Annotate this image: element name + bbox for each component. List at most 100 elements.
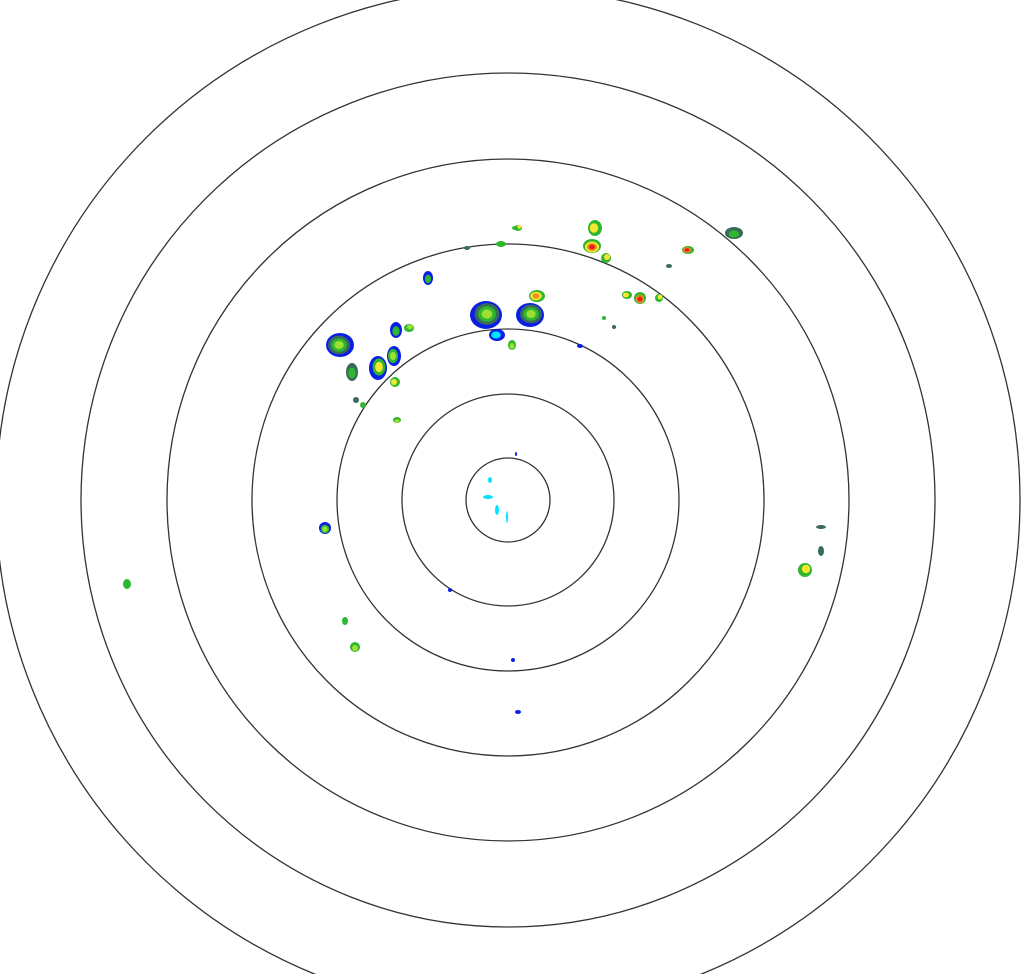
echo-cell xyxy=(319,522,331,534)
range-ring-4 xyxy=(251,243,765,757)
echo-weak xyxy=(612,325,616,329)
echo-high xyxy=(657,294,663,300)
echo-cell xyxy=(423,271,433,285)
range-ring-1 xyxy=(465,457,551,543)
echo-cell xyxy=(816,525,826,529)
echo-cell xyxy=(511,658,515,662)
echo-cell xyxy=(601,253,611,263)
echo-cell xyxy=(634,292,646,304)
echo-weak xyxy=(464,246,470,250)
echo-cell xyxy=(512,226,518,230)
echo-moderate xyxy=(512,226,518,230)
echo-cell xyxy=(508,340,516,350)
range-ring-6 xyxy=(80,72,936,928)
echo-moderate-high xyxy=(509,343,515,349)
echo-cell xyxy=(515,710,521,714)
echo-cell xyxy=(655,294,663,302)
echo-high xyxy=(604,254,610,260)
echo-cell xyxy=(369,356,387,380)
echo-cell xyxy=(515,452,517,456)
echo-moderate-high xyxy=(394,419,400,423)
echo-moderate xyxy=(342,617,348,625)
echo-cell xyxy=(725,227,743,239)
echo-weak xyxy=(353,397,359,403)
echo-cell xyxy=(326,333,354,357)
echo-moderate xyxy=(392,326,400,336)
echo-very-light xyxy=(483,495,493,499)
echo-cell xyxy=(529,290,545,302)
echo-very-light xyxy=(495,505,499,515)
echo-light xyxy=(577,344,583,348)
echo-intense xyxy=(684,248,690,252)
echo-high xyxy=(391,379,397,385)
echo-cell xyxy=(353,397,359,403)
echo-cell xyxy=(393,417,401,423)
echo-very-light xyxy=(491,331,501,339)
echo-cell xyxy=(342,617,348,625)
echo-moderate-high xyxy=(352,645,358,651)
range-ring-5 xyxy=(166,158,850,842)
echo-cell xyxy=(448,588,452,592)
echo-very-light xyxy=(488,477,492,483)
echo-moderate-high xyxy=(481,309,493,319)
echo-cell xyxy=(123,579,131,589)
echo-weak xyxy=(816,525,826,529)
echo-moderate-high xyxy=(526,310,536,318)
echo-cell xyxy=(612,325,616,329)
echo-cell xyxy=(488,477,492,483)
echo-moderate xyxy=(348,367,356,379)
echo-intense xyxy=(637,296,643,302)
precipitation-echoes xyxy=(123,220,826,714)
echo-cell xyxy=(350,642,360,652)
range-ring-2 xyxy=(401,393,615,607)
echo-cell xyxy=(516,303,544,327)
echo-cell xyxy=(495,505,499,515)
echo-moderate-high xyxy=(334,341,344,349)
echo-cell xyxy=(666,264,672,268)
echo-cell xyxy=(577,344,583,348)
echo-light xyxy=(511,658,515,662)
echo-moderate-high xyxy=(407,324,413,330)
echo-moderate-high xyxy=(322,526,328,532)
echo-moderate xyxy=(602,316,606,320)
echo-light xyxy=(448,588,452,592)
echo-high xyxy=(801,564,811,574)
echo-light xyxy=(515,452,517,456)
echo-weak xyxy=(818,546,824,556)
echo-cell xyxy=(404,324,414,332)
echo-high xyxy=(623,292,629,298)
echo-cell xyxy=(496,241,506,247)
echo-cell xyxy=(506,511,508,523)
echo-moderate xyxy=(425,274,431,284)
echo-cell xyxy=(390,322,402,338)
echo-moderate xyxy=(360,402,366,408)
echo-cell xyxy=(602,316,606,320)
echo-cell xyxy=(622,291,632,299)
echo-moderate xyxy=(496,241,506,247)
echo-light xyxy=(515,710,521,714)
range-ring-3 xyxy=(336,328,680,672)
echo-cell xyxy=(489,329,505,341)
echo-cell xyxy=(464,246,470,250)
echo-moderate xyxy=(728,230,740,238)
echo-moderate xyxy=(123,579,131,589)
echo-moderate-high xyxy=(390,351,396,361)
echo-cell xyxy=(682,246,694,254)
echo-cell xyxy=(583,239,601,253)
echo-high xyxy=(375,361,383,373)
echo-very-high xyxy=(532,293,540,299)
echo-cell xyxy=(387,346,401,366)
echo-cell xyxy=(346,363,358,381)
echo-cell xyxy=(390,377,400,387)
echo-cell xyxy=(588,220,602,236)
echo-cell xyxy=(470,301,502,329)
echo-very-light xyxy=(506,511,508,523)
echo-intense xyxy=(589,244,595,250)
echo-cell xyxy=(360,402,366,408)
echo-cell xyxy=(798,563,812,577)
echo-cell xyxy=(483,495,493,499)
echo-high xyxy=(589,223,599,233)
